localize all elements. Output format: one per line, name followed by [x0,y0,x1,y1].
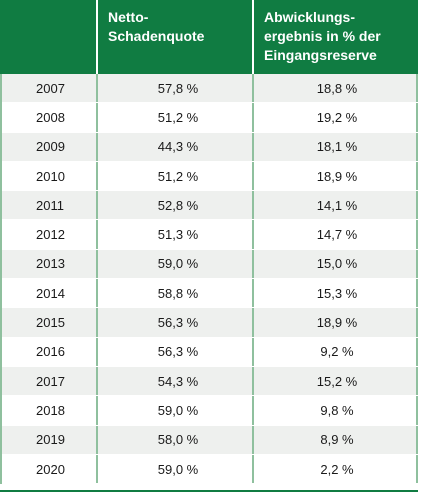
row-year: 2014 [2,279,98,308]
row-net-loss-ratio: 56,3 % [98,308,254,337]
table-row: 2011 52,8 % 14,1 % [2,191,418,221]
row-year: 2018 [2,396,98,425]
table-row: 2014 58,8 % 15,3 % [2,279,418,309]
header-net-loss-ratio: Netto- Schadenquote [98,0,254,74]
table-row: 2007 57,8 % 18,8 % [2,74,418,104]
row-net-loss-ratio: 58,0 % [98,425,254,454]
row-net-loss-ratio: 56,3 % [98,337,254,366]
row-net-loss-ratio: 51,2 % [98,103,254,132]
table-row: 2015 56,3 % 18,9 % [2,308,418,338]
row-runoff-result: 18,9 % [254,308,418,337]
header-runoff-result: Abwicklungs- ergebnis in % der Eingangsr… [264,9,381,63]
table-row: 2019 58,0 % 8,9 % [2,425,418,455]
row-runoff-result: 18,8 % [254,74,418,103]
row-year: 2015 [2,308,98,337]
row-year: 2010 [2,161,98,191]
row-net-loss-ratio: 59,0 % [98,396,254,425]
row-runoff-result: 18,1 % [254,132,418,161]
table-row: 2018 59,0 % 9,8 % [2,396,418,426]
table-row: 2016 56,3 % 9,2 % [2,337,418,367]
row-runoff-result: 9,8 % [254,396,418,425]
row-runoff-result: 15,2 % [254,366,418,396]
row-runoff-result: 14,1 % [254,191,418,220]
row-runoff-result: 9,2 % [254,337,418,366]
table-row: 2009 44,3 % 18,1 % [2,132,418,162]
row-net-loss-ratio: 51,2 % [98,161,254,191]
row-year: 2011 [2,191,98,220]
table-row: 2020 59,0 % 2,2 % [2,454,418,485]
table-header: Netto- Schadenquote Abwicklungs- ergebni… [0,0,418,74]
table-bottom-rule [0,490,418,492]
row-runoff-result: 15,0 % [254,249,418,279]
row-net-loss-ratio: 52,8 % [98,191,254,220]
row-year: 2009 [2,132,98,161]
row-year: 2016 [2,337,98,366]
row-runoff-result: 2,2 % [254,454,418,484]
row-runoff-result: 18,9 % [254,161,418,191]
row-year: 2019 [2,425,98,454]
table-body: 2007 57,8 % 18,8 % 2008 51,2 % 19,2 % 2009 44,3… [0,74,418,485]
table-row: 2008 51,2 % 19,2 % [2,103,418,133]
row-net-loss-ratio: 57,8 % [98,74,254,103]
row-year: 2012 [2,220,98,249]
table-row: 2013 59,0 % 15,0 % [2,249,418,280]
row-net-loss-ratio: 59,0 % [98,454,254,484]
row-net-loss-ratio: 58,8 % [98,279,254,308]
row-net-loss-ratio: 44,3 % [98,132,254,161]
table-row: 2012 51,3 % 14,7 % [2,220,418,250]
row-year: 2020 [2,454,98,484]
row-net-loss-ratio: 59,0 % [98,249,254,279]
row-year: 2007 [2,74,98,103]
row-net-loss-ratio: 51,3 % [98,220,254,249]
row-year: 2017 [2,366,98,396]
header-year [0,0,98,74]
row-runoff-result: 14,7 % [254,220,418,249]
row-runoff-result: 15,3 % [254,279,418,308]
row-runoff-result: 8,9 % [254,425,418,454]
table-row: 2017 54,3 % 15,2 % [2,366,418,397]
row-net-loss-ratio: 54,3 % [98,366,254,396]
table-row: 2010 51,2 % 18,9 % [2,161,418,192]
row-year: 2013 [2,249,98,279]
row-runoff-result: 19,2 % [254,103,418,132]
row-year: 2008 [2,103,98,132]
